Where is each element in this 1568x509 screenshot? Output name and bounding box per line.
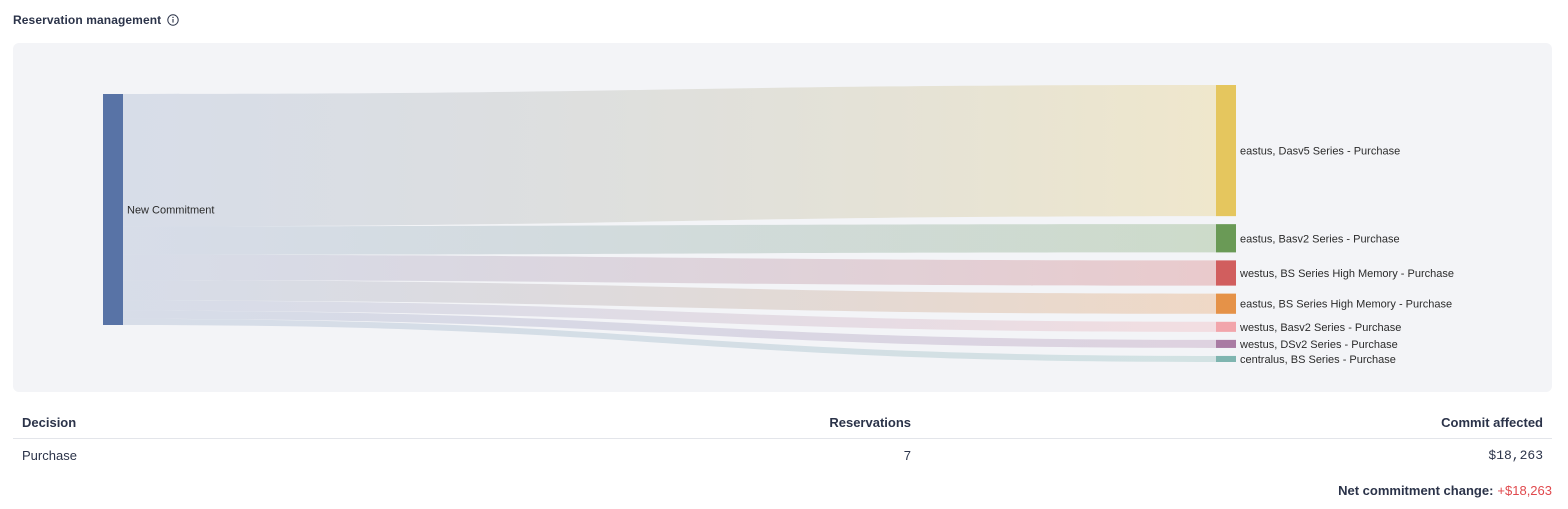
net-commitment-summary: Net commitment change: +$18,263 [1338,483,1552,498]
sankey-target-node[interactable] [1216,85,1236,217]
sankey-link[interactable] [123,85,1216,227]
sankey-target-label: westus, BS Series High Memory - Purchase [1239,268,1454,280]
sankey-target-label: eastus, BS Series High Memory - Purchase [1240,299,1452,311]
sankey-target-node[interactable] [1216,293,1236,314]
net-commitment-label: Net commitment change: [1338,483,1494,498]
cell-commit: $18,263 [1488,448,1543,463]
sankey-target-label: eastus, Dasv5 Series - Purchase [1240,146,1400,158]
column-header-decision[interactable]: Decision [22,415,77,430]
table-row[interactable]: Purchase 7 $18,263 [13,439,1552,472]
decision-table: Decision Reservations Commit affected Pu… [13,405,1552,472]
sankey-labels: New Commitment eastus, Dasv5 Series - Pur… [127,146,1454,366]
column-header-commit[interactable]: Commit affected [1441,415,1543,430]
sankey-source-node[interactable] [103,94,123,325]
sankey-target-node[interactable] [1216,224,1236,253]
sankey-nodes [103,85,1236,362]
sankey-target-node[interactable] [1216,355,1236,362]
sankey-target-label: westus, DSv2 Series - Purchase [1239,339,1398,351]
sankey-link[interactable] [123,254,1216,286]
sankey-target-node[interactable] [1216,260,1236,286]
table-header: Decision Reservations Commit affected [13,405,1552,439]
sankey-link[interactable] [123,310,1216,348]
sankey-target-label: eastus, Basv2 Series - Purchase [1240,233,1400,245]
sankey-links [123,85,1216,362]
page-title: Reservation management [13,13,162,27]
sankey-target-node[interactable] [1216,321,1236,332]
column-header-reservations[interactable]: Reservations [829,415,911,430]
sankey-target-label: westus, Basv2 Series - Purchase [1239,322,1401,334]
sankey-chart-panel: New Commitment eastus, Dasv5 Series - Pur… [13,43,1552,392]
cell-reservations: 7 [903,448,911,463]
sankey-link[interactable] [123,318,1216,362]
section-header: Reservation management [13,11,179,29]
sankey-target-node[interactable] [1216,339,1236,348]
cell-decision: Purchase [22,448,77,463]
sankey-link[interactable] [123,300,1216,332]
sankey-chart: New Commitment eastus, Dasv5 Series - Pur… [103,85,1454,366]
sankey-target-label: centralus, BS Series - Purchase [1240,354,1396,366]
sankey-link[interactable] [123,224,1216,255]
sankey-source-label: New Commitment [127,205,214,217]
sankey-link[interactable] [123,280,1216,314]
info-icon[interactable] [167,14,179,26]
net-commitment-value: +$18,263 [1497,483,1552,498]
